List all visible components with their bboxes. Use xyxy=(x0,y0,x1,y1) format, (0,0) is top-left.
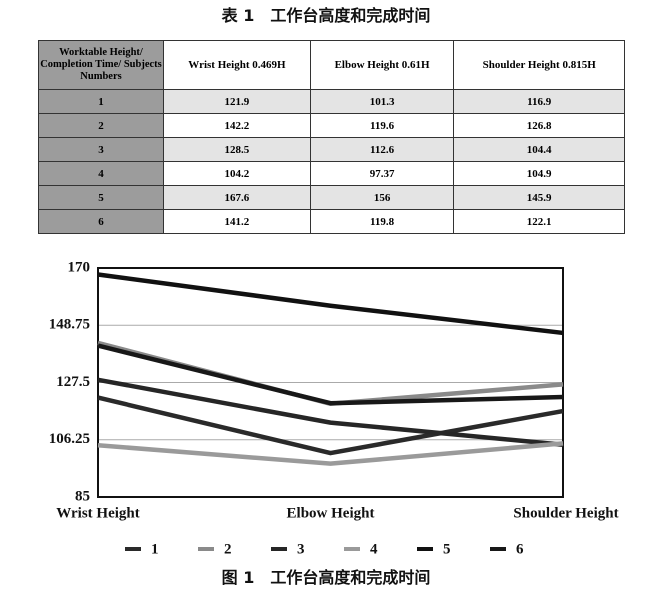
table-row: 2 142.2 119.6 126.8 xyxy=(38,113,625,138)
table-cell: 128.5 xyxy=(163,137,311,162)
table-cell: 6 xyxy=(38,209,164,234)
table-cell: 3 xyxy=(38,137,164,162)
table-cell: Elbow Height 0.61H xyxy=(309,40,455,90)
legend-label: 5 xyxy=(443,541,451,557)
table-caption: 表 1 工作台高度和完成时间 xyxy=(221,6,431,25)
data-table: Worktable Height/ Completion Time/ Subje… xyxy=(38,40,625,234)
table-cell: 121.9 xyxy=(163,89,311,114)
x-tick-label: Shoulder Height xyxy=(513,505,618,521)
legend-label: 3 xyxy=(297,541,305,557)
series-line xyxy=(97,377,564,447)
table-row: 5 167.6 156 145.9 xyxy=(38,185,625,210)
table-cell: 1 xyxy=(38,89,164,114)
plot-frame xyxy=(97,267,564,498)
legend-label: 2 xyxy=(224,541,232,557)
x-tick-label: Wrist Height xyxy=(56,505,139,521)
series-line xyxy=(97,441,564,466)
series-line xyxy=(97,395,564,456)
table-cell: 101.3 xyxy=(309,89,455,114)
table-cell: 145.9 xyxy=(453,185,625,210)
table-row: 3 128.5 112.6 104.4 xyxy=(38,137,625,162)
table-cell: 2 xyxy=(38,113,164,138)
table-cell: 167.6 xyxy=(163,185,311,210)
series-line xyxy=(97,272,564,336)
table-row: 1 121.9 101.3 116.9 xyxy=(38,89,625,114)
table-row: 6 141.2 119.8 122.1 xyxy=(38,209,625,234)
y-tick-label: 148.75 xyxy=(49,317,90,333)
x-tick-label: Elbow Height xyxy=(287,505,375,521)
table-cell: Wrist Height 0.469H xyxy=(163,40,311,90)
legend-label: 1 xyxy=(151,541,159,557)
table-cell: Worktable Height/ Completion Time/ Subje… xyxy=(38,40,164,90)
legend-label: 4 xyxy=(370,541,378,557)
y-tick-label: 106.25 xyxy=(49,431,90,447)
y-tick-label: 170 xyxy=(68,259,91,275)
table-cell: 141.2 xyxy=(163,209,311,234)
y-tick-label: 85 xyxy=(75,488,90,504)
table-cell: 116.9 xyxy=(453,89,625,114)
table-cell: 97.37 xyxy=(309,161,455,186)
figure-caption: 图 1 工作台高度和完成时间 xyxy=(221,568,431,587)
legend-label: 6 xyxy=(516,541,524,557)
series-line xyxy=(97,343,564,406)
y-tick-label: 127.5 xyxy=(56,374,90,390)
table-cell: 122.1 xyxy=(453,209,625,234)
table-cell: 104.4 xyxy=(453,137,625,162)
